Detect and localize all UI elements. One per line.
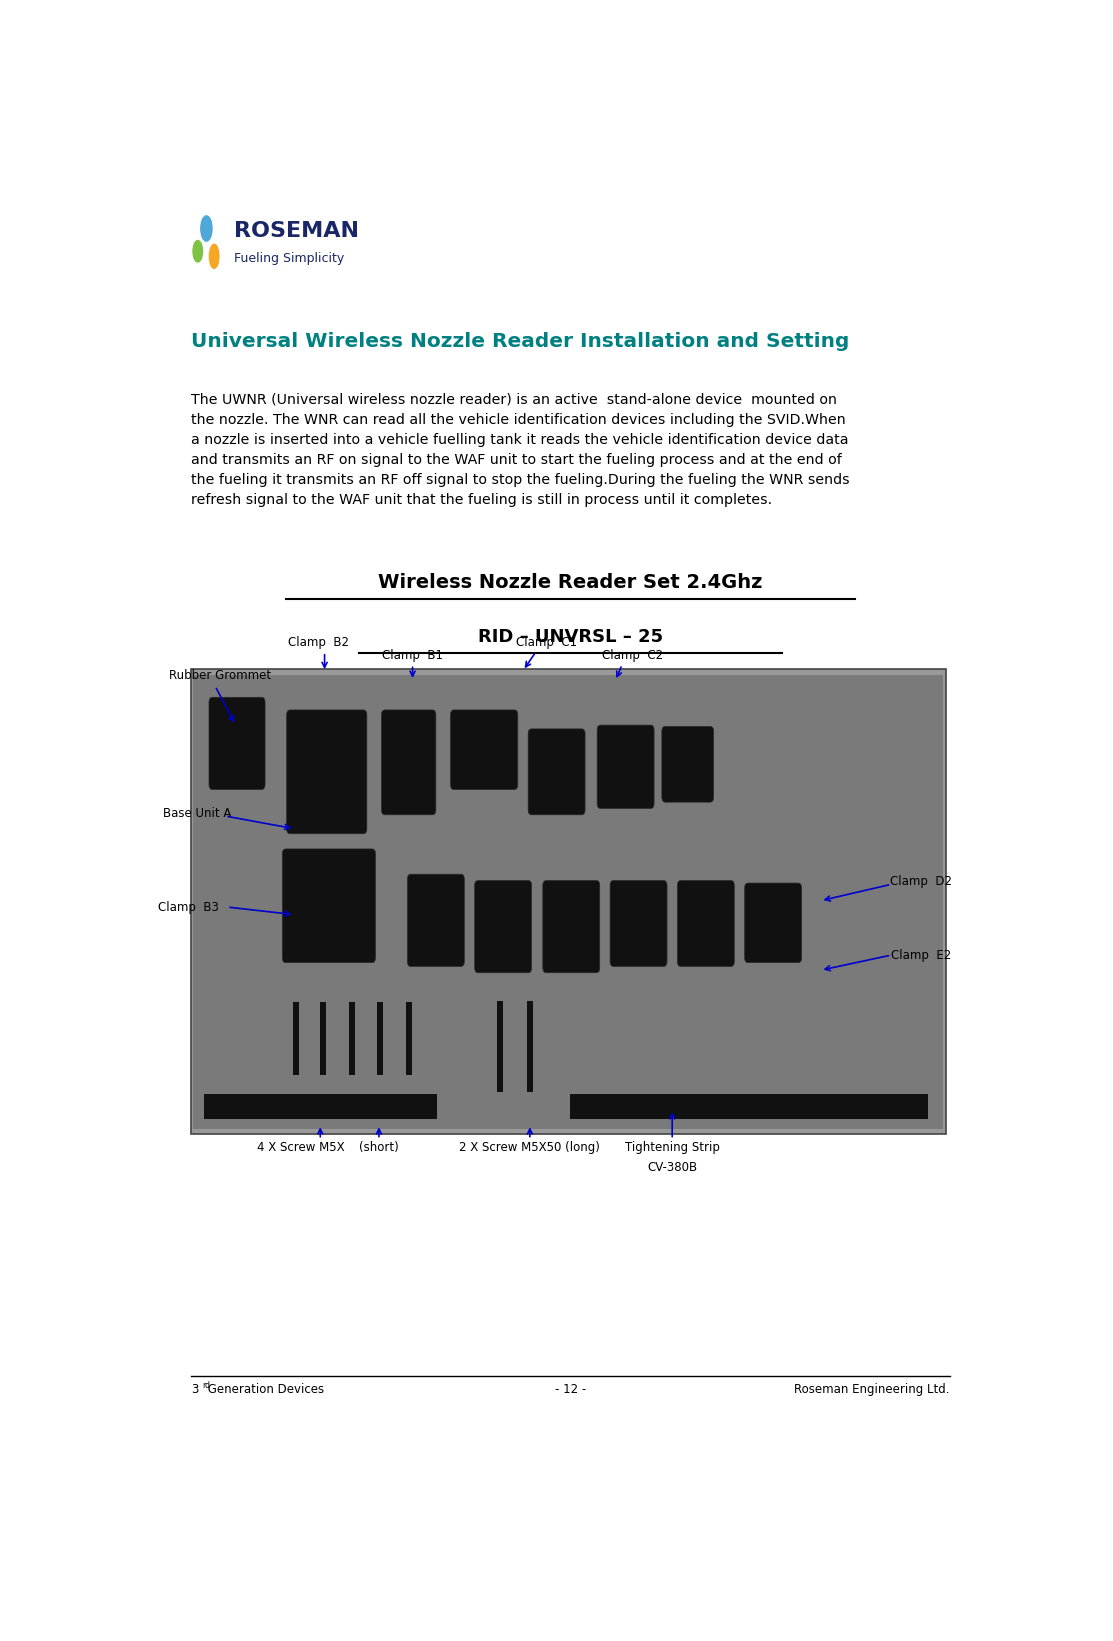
FancyBboxPatch shape <box>662 727 713 802</box>
FancyBboxPatch shape <box>293 1001 298 1075</box>
FancyBboxPatch shape <box>528 1001 533 1091</box>
Ellipse shape <box>193 241 203 263</box>
Text: 2 X Screw M5X50 (long): 2 X Screw M5X50 (long) <box>460 1140 600 1154</box>
Text: Base Unit A: Base Unit A <box>164 807 232 820</box>
Text: 4 X Screw M5X: 4 X Screw M5X <box>257 1140 345 1154</box>
FancyBboxPatch shape <box>283 848 375 963</box>
Text: Clamp  B3: Clamp B3 <box>158 901 219 914</box>
FancyBboxPatch shape <box>571 1095 928 1119</box>
Text: The UWNR (Universal wireless nozzle reader) is an active  stand-alone device  mo: The UWNR (Universal wireless nozzle read… <box>191 392 849 507</box>
FancyBboxPatch shape <box>451 711 518 789</box>
Text: CV-380B: CV-380B <box>647 1162 697 1173</box>
Text: RID – UNVRSL – 25: RID – UNVRSL – 25 <box>477 627 663 645</box>
Text: rd: rd <box>203 1380 210 1390</box>
Text: ROSEMAN: ROSEMAN <box>234 222 359 241</box>
Text: Roseman Engineering Ltd.: Roseman Engineering Ltd. <box>795 1383 951 1396</box>
Text: - 12 -: - 12 - <box>554 1383 587 1396</box>
Text: 3: 3 <box>191 1383 198 1396</box>
FancyBboxPatch shape <box>204 1095 436 1119</box>
FancyBboxPatch shape <box>209 697 265 789</box>
Text: Clamp  D2: Clamp D2 <box>889 875 952 888</box>
FancyBboxPatch shape <box>194 674 943 1129</box>
Text: Clamp  C1: Clamp C1 <box>515 637 577 650</box>
Text: Fueling Simplicity: Fueling Simplicity <box>234 253 344 266</box>
FancyBboxPatch shape <box>287 711 367 834</box>
FancyBboxPatch shape <box>543 881 600 973</box>
FancyBboxPatch shape <box>474 881 532 973</box>
FancyBboxPatch shape <box>745 883 801 963</box>
FancyBboxPatch shape <box>529 729 585 816</box>
Text: Tightening Strip: Tightening Strip <box>624 1140 720 1154</box>
Text: Generation Devices: Generation Devices <box>204 1383 324 1396</box>
FancyBboxPatch shape <box>191 670 946 1134</box>
Text: Clamp  E2: Clamp E2 <box>892 948 952 962</box>
Ellipse shape <box>200 217 211 241</box>
Text: Clamp  B2: Clamp B2 <box>288 637 349 650</box>
FancyBboxPatch shape <box>498 1001 503 1091</box>
Text: Clamp  C2: Clamp C2 <box>602 648 663 661</box>
Text: Clamp  B1: Clamp B1 <box>382 648 443 661</box>
FancyBboxPatch shape <box>610 881 667 967</box>
Text: Wireless Nozzle Reader Set 2.4Ghz: Wireless Nozzle Reader Set 2.4Ghz <box>378 573 762 592</box>
FancyBboxPatch shape <box>377 1001 383 1075</box>
Text: Rubber Grommet: Rubber Grommet <box>169 670 272 683</box>
Ellipse shape <box>209 245 219 269</box>
FancyBboxPatch shape <box>405 1001 412 1075</box>
FancyBboxPatch shape <box>678 881 735 967</box>
FancyBboxPatch shape <box>321 1001 326 1075</box>
FancyBboxPatch shape <box>407 875 464 967</box>
FancyBboxPatch shape <box>598 725 654 809</box>
FancyBboxPatch shape <box>348 1001 355 1075</box>
Text: (short): (short) <box>359 1140 398 1154</box>
Text: Universal Wireless Nozzle Reader Installation and Setting: Universal Wireless Nozzle Reader Install… <box>191 331 849 351</box>
FancyBboxPatch shape <box>382 711 436 816</box>
